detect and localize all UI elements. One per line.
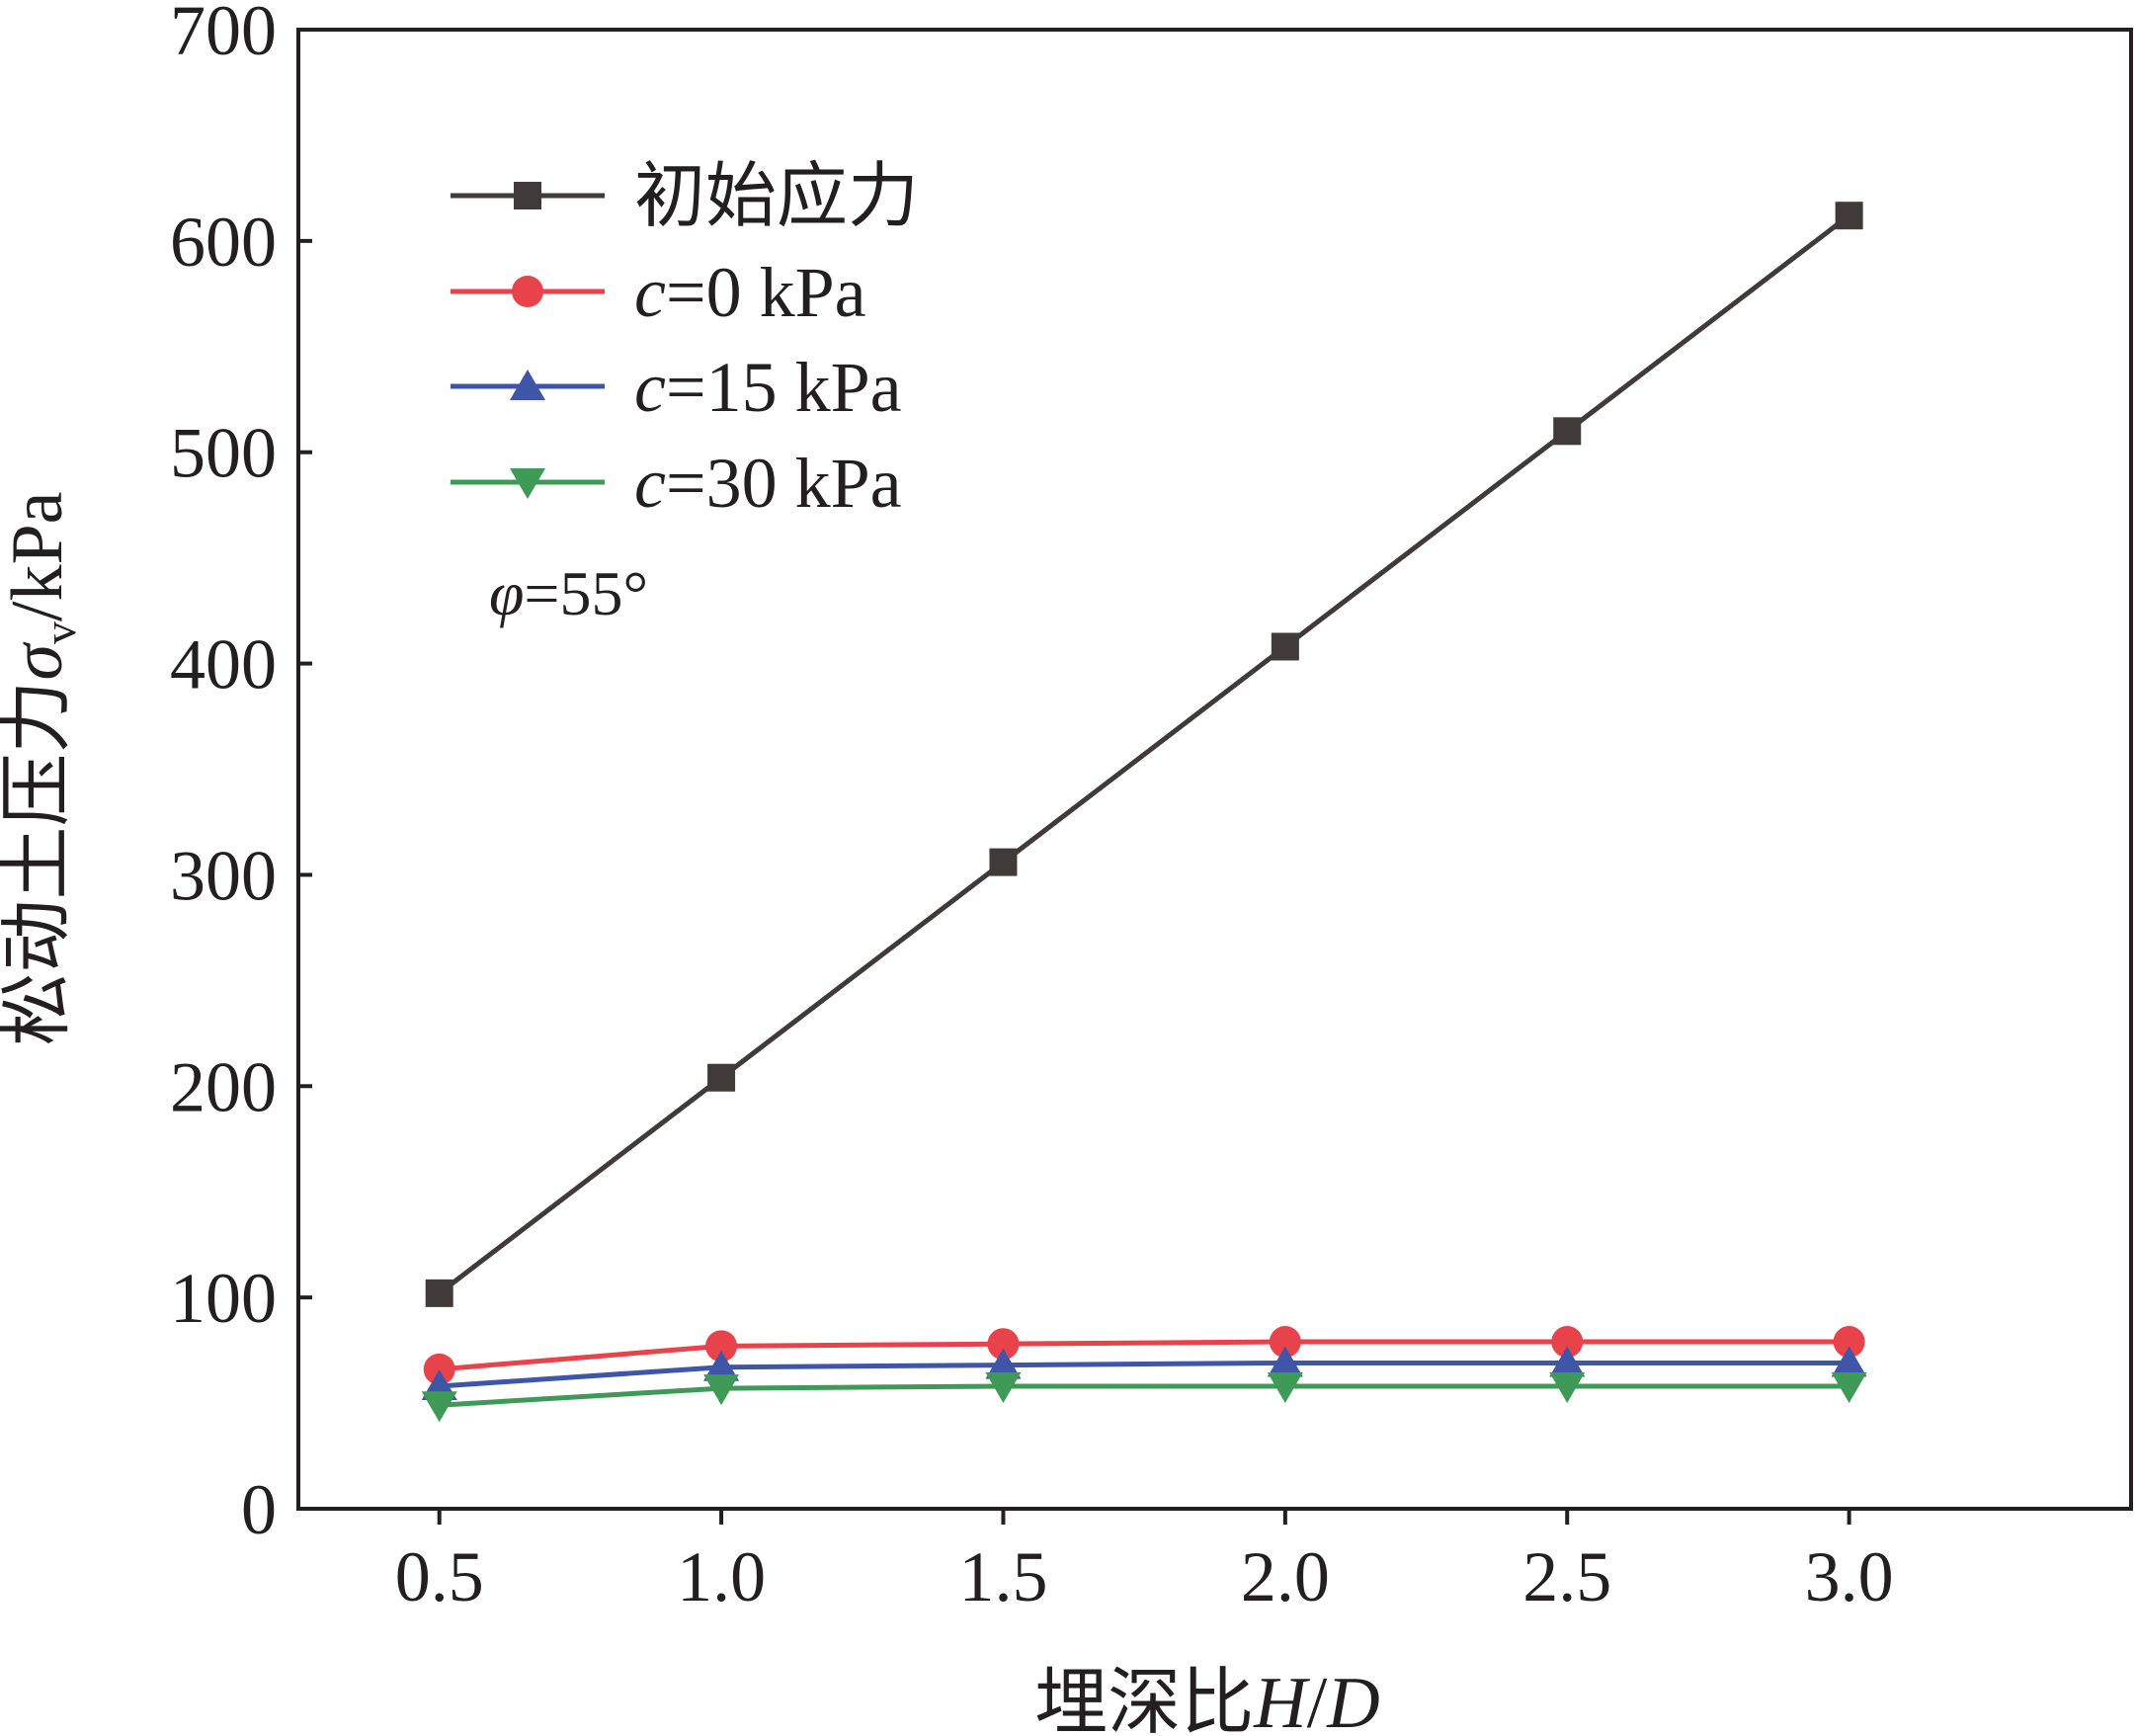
legend-swatch-marker xyxy=(512,276,543,307)
data-point xyxy=(1269,1326,1301,1359)
phi-value: =55° xyxy=(524,558,648,628)
phi-annotation: φ=55° xyxy=(489,558,648,628)
data-point xyxy=(985,1348,1022,1379)
series-3 xyxy=(421,1346,1867,1400)
series-1 xyxy=(425,202,1863,1307)
data-point xyxy=(705,1330,738,1363)
data-point xyxy=(989,848,1018,876)
y-axis-ticks: 0 100 200 300 400 500 600 700 xyxy=(170,0,312,1549)
series-line xyxy=(438,213,1851,1295)
x-tick-label: 2.0 xyxy=(1241,1537,1330,1616)
data-point xyxy=(1831,1346,1867,1377)
x-tick-label: 3.0 xyxy=(1805,1537,1894,1616)
data-point xyxy=(707,1063,736,1092)
data-point xyxy=(421,1391,457,1423)
y-tick-label: 300 xyxy=(170,836,277,915)
y-axis-title-suffix: /kPa xyxy=(0,491,78,621)
legend-label: c=15 kPa xyxy=(634,348,902,427)
y-tick-label: 400 xyxy=(170,625,277,704)
legend-item: c=30 kPa xyxy=(451,444,902,523)
x-tick-label: 1.0 xyxy=(677,1537,766,1616)
data-point xyxy=(423,1353,455,1385)
y-tick-label: 700 xyxy=(170,0,277,70)
series-layer xyxy=(421,202,1867,1423)
data-point xyxy=(985,1371,1022,1403)
data-point xyxy=(1835,202,1863,230)
x-tick-label: 2.5 xyxy=(1522,1537,1611,1616)
x-tick-label: 1.5 xyxy=(958,1537,1047,1616)
x-tick-label: 0.5 xyxy=(395,1537,484,1616)
data-point xyxy=(987,1328,1020,1361)
data-point xyxy=(1833,1326,1865,1359)
series-4 xyxy=(421,1371,1867,1423)
data-point xyxy=(1267,1371,1303,1403)
x-axis-title-var-h: H xyxy=(1253,1663,1310,1736)
x-axis-ticks: 0.5 1.0 1.5 2.0 2.5 3.0 xyxy=(395,1509,1894,1616)
legend-item: c=15 kPa xyxy=(451,348,902,427)
data-point xyxy=(1553,417,1582,446)
series-line xyxy=(439,1339,1849,1372)
legend-label: 初始应力 xyxy=(634,157,919,236)
data-point xyxy=(1549,1371,1586,1403)
y-tick-label: 200 xyxy=(170,1047,277,1126)
data-point xyxy=(1271,632,1299,661)
x-axis-title-prefix: 埋深比 xyxy=(1034,1663,1254,1736)
legend-swatch-marker xyxy=(514,182,541,209)
legend: 初始应力 c=0 kPa c=15 kPa c=30 kPa xyxy=(451,157,919,523)
y-axis-title-prefix: 松动土压力 xyxy=(0,681,78,1046)
legend-item: 初始应力 xyxy=(451,157,919,236)
x-axis-title: 埋深比H/D xyxy=(1034,1663,1379,1736)
x-axis-title-var-d: D xyxy=(1326,1663,1379,1736)
series-line xyxy=(439,1383,1849,1408)
legend-swatch-marker xyxy=(510,468,545,499)
legend-swatch-marker xyxy=(510,370,545,400)
legend-label: c=30 kPa xyxy=(634,444,902,523)
legend-label: c=0 kPa xyxy=(634,253,866,332)
series-2 xyxy=(423,1326,1865,1385)
data-point xyxy=(703,1374,740,1406)
data-point xyxy=(1831,1371,1867,1403)
series-line xyxy=(439,1360,1849,1389)
data-point xyxy=(1549,1346,1586,1377)
data-point xyxy=(1267,1346,1303,1377)
x-axis-title-sep: / xyxy=(1307,1663,1328,1736)
y-axis-title-subscript: v xyxy=(35,621,85,644)
y-tick-label: 100 xyxy=(170,1259,277,1338)
y-tick-label: 500 xyxy=(170,414,277,493)
y-tick-label: 0 xyxy=(241,1470,277,1549)
y-tick-label: 600 xyxy=(170,203,277,282)
legend-item: c=0 kPa xyxy=(451,253,866,332)
y-axis-title-symbol: σ xyxy=(0,642,78,681)
data-point xyxy=(1551,1326,1584,1359)
y-axis-title: 松动土压力σv/kPa xyxy=(0,491,85,1045)
data-point xyxy=(703,1350,740,1381)
plot-frame xyxy=(296,28,2133,1511)
phi-symbol: φ xyxy=(489,558,524,628)
data-point xyxy=(425,1279,453,1307)
